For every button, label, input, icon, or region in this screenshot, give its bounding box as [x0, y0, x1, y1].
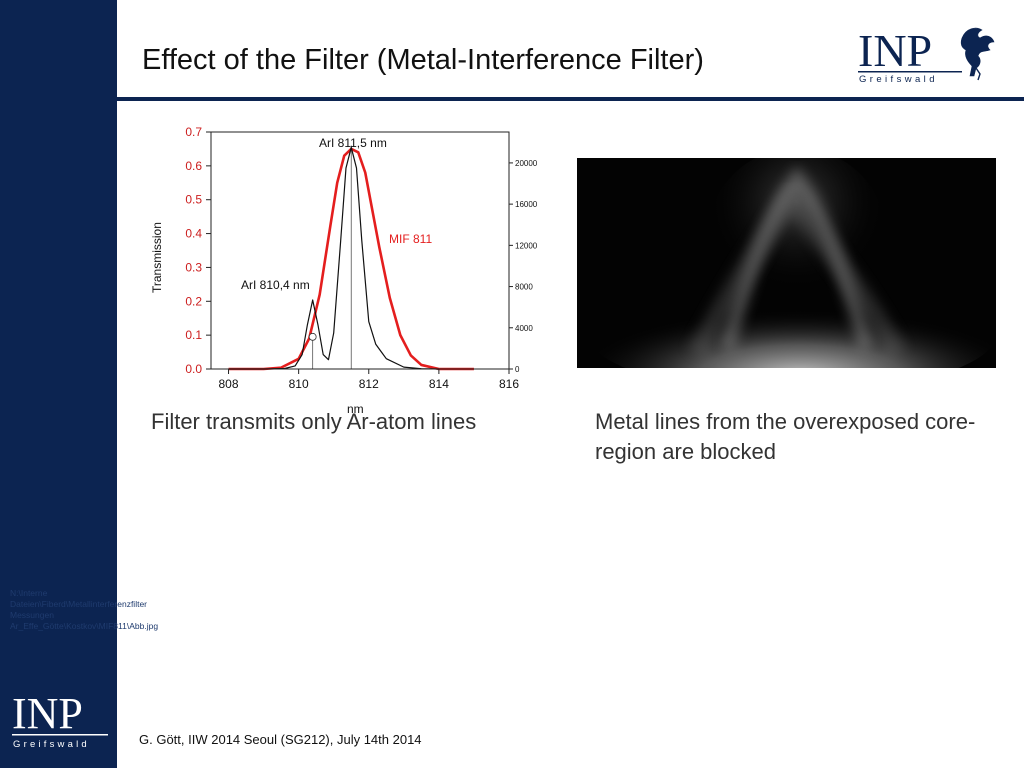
- x-tick-label: 816: [499, 377, 519, 391]
- transmission-chart: 808 810 812 814 816 0.0 0.1 0.2 0.3 0.4 0.5 0.6 0.7 0…: [150, 125, 538, 416]
- inp-logo-sidebar-rule: [12, 734, 108, 736]
- y-tick-label: 0.3: [185, 260, 202, 274]
- y-axis-label: Transmission: [150, 222, 164, 293]
- griffin-emblem-icon: [960, 27, 995, 81]
- series-mif-811-line: [228, 147, 474, 371]
- caption-left: Filter transmits only Ar-atom lines: [151, 409, 477, 434]
- x-axis-label: nm: [347, 402, 364, 416]
- slide-title: Effect of the Filter (Metal-Interference…: [142, 44, 704, 76]
- inp-logo-header-subtext: Greifswald: [859, 74, 938, 84]
- x-tick-label: 812: [359, 377, 379, 391]
- y-tick-label: 0.7: [185, 125, 202, 139]
- x-tick-label: 814: [429, 377, 449, 391]
- sidebar: N:\Interne Dateien\Fiberd\Metallinterfer…: [0, 0, 159, 768]
- inp-logo-sidebar-subtext: Greifswald: [13, 739, 90, 750]
- inp-logo-sidebar-text: INP: [12, 690, 83, 738]
- series-ar-spectrum-line: [228, 146, 439, 370]
- y-tick-label: 0.1: [185, 328, 202, 342]
- sidebar-file-path: N:\Interne Dateien\Fiberd\Metallinterfer…: [10, 588, 159, 631]
- y2-tick-label: 20000: [515, 159, 538, 168]
- y-tick-label: 0.5: [185, 193, 202, 207]
- plasma-photo-image: [577, 158, 996, 368]
- y2-tick-label: 8000: [515, 283, 533, 292]
- inp-logo-header: INP Greifswald: [858, 25, 995, 84]
- y2-tick-label: 12000: [515, 241, 538, 250]
- y2-tick-label: 16000: [515, 200, 538, 209]
- y-tick-label: 0.6: [185, 159, 202, 173]
- x-tick-label: 808: [219, 377, 239, 391]
- plasma-photo: [577, 158, 996, 368]
- plot-frame: [210, 131, 510, 370]
- inp-logo-header-rule: [858, 71, 962, 73]
- annotation-mif-811: MIF 811: [389, 232, 432, 246]
- y2-tick-label: 4000: [515, 324, 533, 333]
- inp-logo-sidebar: INP Greifswald: [12, 690, 108, 750]
- annotation-ari-810-4: ArI 810,4 nm: [241, 278, 310, 292]
- inp-logo-header-text: INP: [858, 25, 932, 76]
- annotation-ari-811-5: ArI 811,5 nm: [319, 136, 387, 150]
- y-tick-label: 0.4: [185, 227, 202, 241]
- x-tick-label: 810: [289, 377, 309, 391]
- intersection-marker: [308, 332, 317, 341]
- caption-right: Metal lines from the overexposed core-re…: [595, 409, 976, 464]
- y-tick-label: 0.2: [185, 294, 202, 308]
- y2-tick-label: 0: [515, 365, 520, 374]
- footer-text: G. Gött, IIW 2014 Seoul (SG212), July 14…: [139, 732, 422, 747]
- header-divider: [117, 97, 1024, 101]
- y-tick-label: 0.0: [185, 362, 202, 376]
